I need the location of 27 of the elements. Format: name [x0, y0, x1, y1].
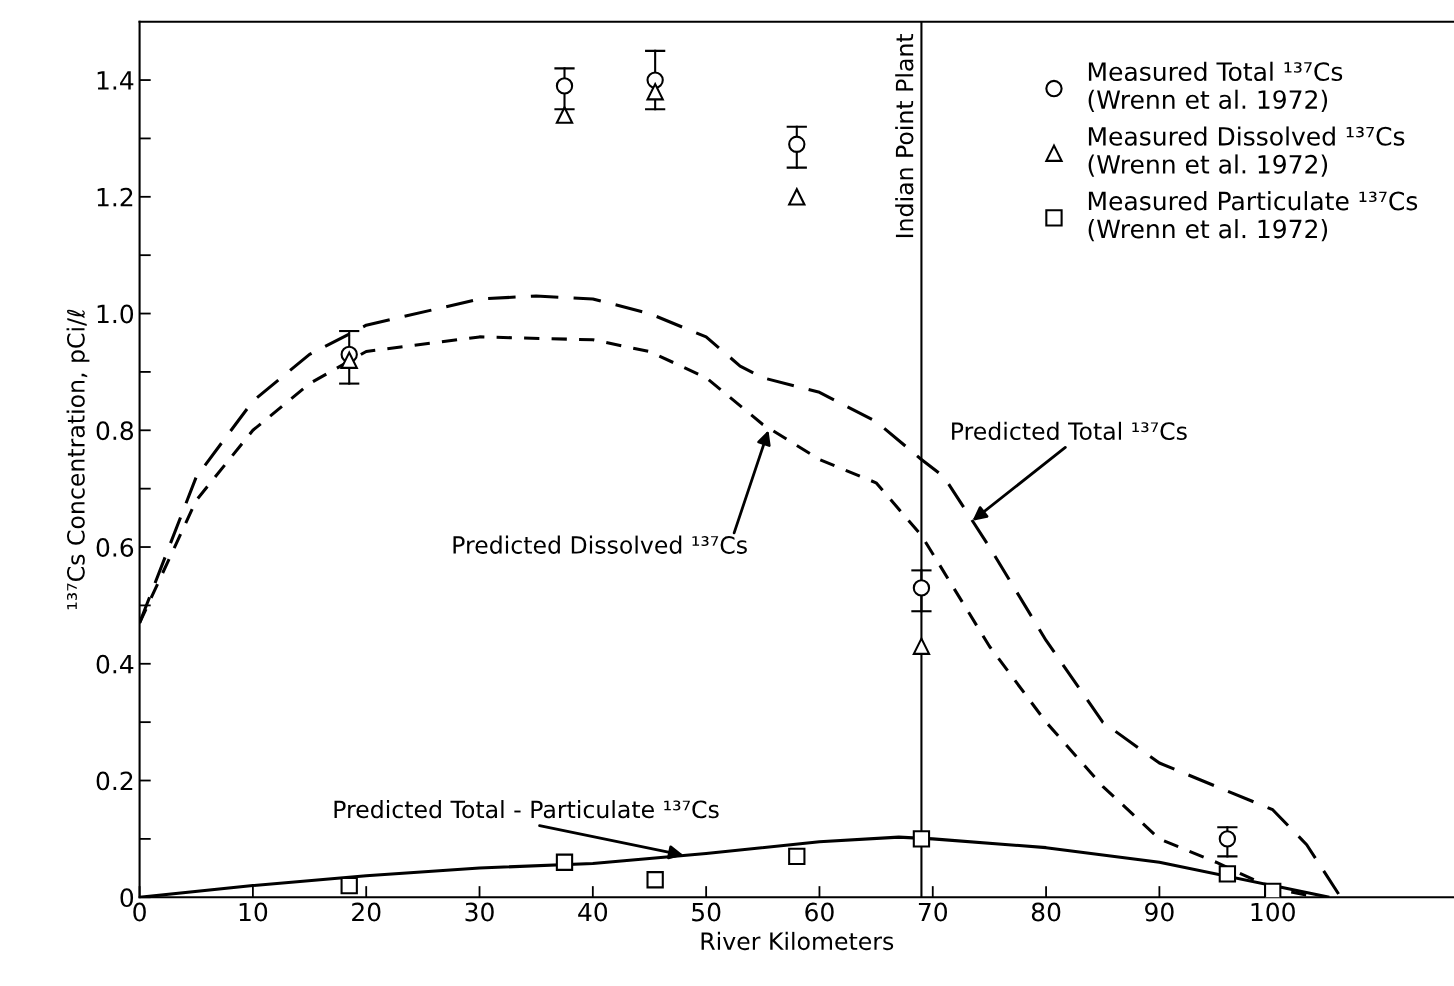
y-axis-title: ¹³⁷Cs Concentration, pCi/ℓ	[66, 309, 90, 610]
ref-line-label: Indian Point Plant	[895, 33, 914, 238]
y-tick-label: 1.2	[97, 187, 133, 207]
x-tick-label: 30	[465, 902, 494, 922]
y-tick-label: 0.2	[96, 771, 133, 791]
x-tick-label: 10	[239, 902, 268, 922]
x-tick-label: 100	[1251, 902, 1295, 922]
x-tick-label: 20	[352, 902, 381, 922]
y-tick-label: 0.4	[96, 654, 134, 674]
x-tick-label: 60	[805, 902, 834, 922]
annotation: Predicted Total ¹³⁷Cs	[952, 421, 1187, 441]
x-tick-label: 40	[578, 902, 608, 922]
y-tick-label: 0.8	[96, 421, 134, 441]
legend-label: Measured Particulate ¹³⁷Cs (Wrenn et al. 1972)	[1088, 191, 1418, 242]
x-tick-label: 50	[692, 902, 721, 922]
y-tick-label: 0.6	[96, 537, 134, 557]
y-tick-label: 1.4	[97, 71, 134, 90]
annotation: Predicted Total - Particulate ¹³⁷Cs	[334, 800, 719, 819]
x-tick-label: 80	[1031, 902, 1061, 922]
x-tick-label: 90	[1145, 902, 1174, 922]
y-tick-label: 0	[120, 888, 134, 908]
legend-label: Measured Total ¹³⁷Cs (Wrenn et al. 1972)	[1088, 61, 1343, 112]
x-axis-title: River Kilometers	[701, 931, 894, 951]
annotation: Predicted Dissolved ¹³⁷Cs	[453, 535, 747, 554]
legend-label: Measured Dissolved ¹³⁷Cs (Wrenn et al. 1972)	[1088, 126, 1405, 177]
x-tick-label: 70	[918, 902, 948, 922]
y-tick-label: 1.0	[97, 304, 134, 324]
